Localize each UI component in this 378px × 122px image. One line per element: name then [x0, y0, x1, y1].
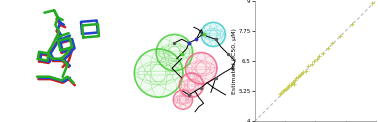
Point [286, 84, 292, 86]
Point [280, 90, 286, 92]
Point [297, 75, 303, 76]
Point [171, 42, 177, 44]
Point [314, 58, 320, 60]
Point [213, 77, 219, 79]
Point [186, 42, 192, 44]
Point [290, 81, 296, 83]
Point [303, 70, 309, 72]
Y-axis label: Estimated (IC50, μM): Estimated (IC50, μM) [232, 28, 237, 94]
Point [284, 87, 290, 89]
Point [199, 33, 205, 35]
Point [283, 88, 289, 90]
Point [320, 52, 326, 54]
Circle shape [179, 73, 204, 97]
Point [309, 63, 315, 65]
Point [198, 87, 204, 89]
Point [349, 23, 355, 25]
Point [201, 33, 207, 35]
Point [295, 76, 301, 78]
Point [278, 92, 284, 94]
Point [281, 90, 287, 92]
Point [285, 86, 291, 88]
Point [300, 71, 306, 73]
Circle shape [201, 22, 225, 46]
Point [228, 67, 234, 69]
Point [179, 53, 185, 55]
Circle shape [185, 53, 217, 84]
Point [277, 93, 283, 95]
Point [311, 60, 317, 62]
Point [213, 38, 219, 40]
Point [186, 94, 192, 96]
Point [225, 53, 231, 55]
Point [369, 2, 375, 4]
Point [337, 35, 343, 37]
Point [329, 42, 335, 44]
Point [305, 65, 311, 67]
Point [316, 55, 322, 57]
Point [291, 83, 297, 85]
Point [293, 77, 299, 79]
Point [293, 79, 299, 81]
Point [193, 38, 199, 40]
Point [289, 82, 295, 84]
Point [186, 42, 192, 44]
Circle shape [173, 90, 193, 109]
Point [298, 73, 304, 75]
Point [288, 84, 294, 86]
Circle shape [156, 34, 193, 71]
Point [324, 47, 330, 49]
Circle shape [134, 49, 183, 97]
